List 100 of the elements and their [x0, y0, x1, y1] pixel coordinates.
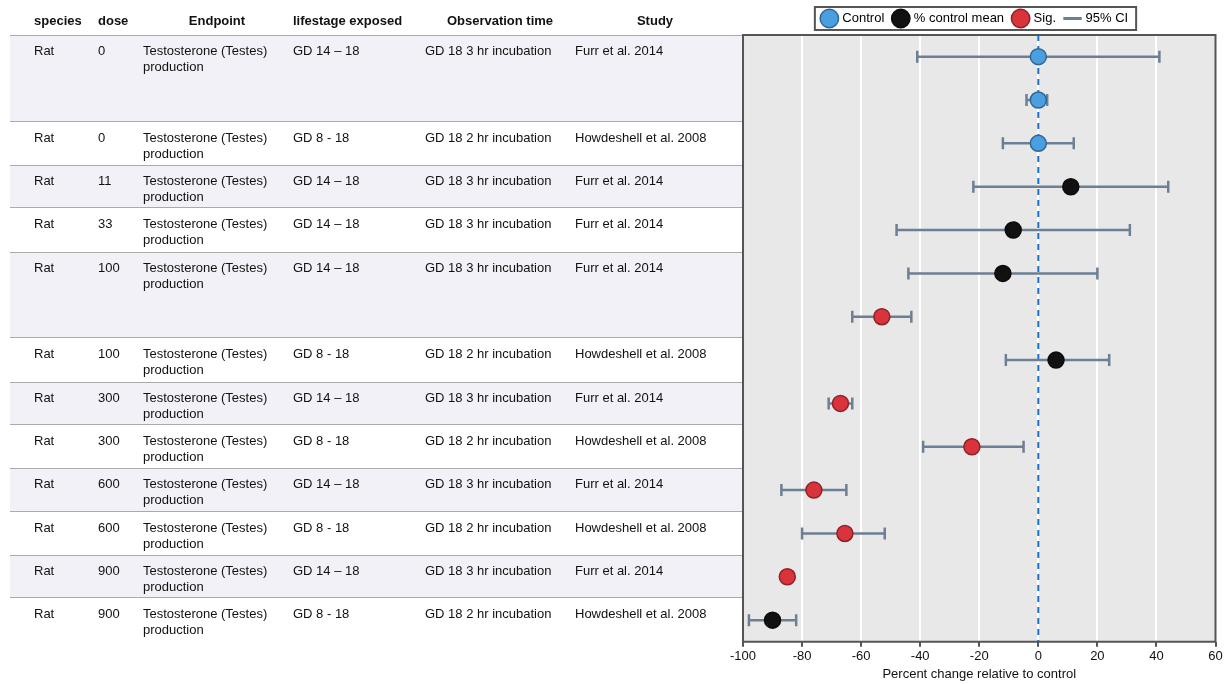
text: Testosterone (Testes) production: [143, 346, 269, 379]
text: 900: [98, 606, 121, 623]
text: 100: [98, 346, 121, 363]
point: [831, 394, 850, 413]
text: GD 14 – 18: [293, 259, 361, 276]
x-tick-label: -20: [969, 648, 989, 664]
text: Furr et al. 2014: [575, 389, 665, 406]
text: Testosterone (Testes) production: [143, 259, 269, 292]
text: Testosterone (Testes) production: [143, 173, 269, 206]
point: [1062, 177, 1080, 196]
text: GD 18 3 hr incubation: [425, 259, 553, 276]
point: [1029, 91, 1048, 109]
text: 95% CI: [1085, 10, 1129, 26]
legend-label: % control mean: [913, 10, 1005, 26]
text: Furr et al. 2014: [575, 173, 665, 190]
text: Testosterone (Testes) production: [143, 389, 269, 422]
text: GD 14 – 18: [293, 563, 361, 580]
text: Testosterone (Testes) production: [143, 43, 269, 75]
text: GD 8 - 18: [293, 606, 351, 623]
text: Furr et al. 2014: [575, 216, 665, 233]
point: [1029, 134, 1048, 153]
x-tick-label: 60: [1208, 648, 1223, 664]
x-tick-label: -80: [792, 648, 812, 664]
text: GD 18 3 hr incubation: [425, 389, 553, 406]
text: Observation time: [445, 13, 555, 29]
text: Furr et al. 2014: [575, 43, 665, 59]
point: [963, 438, 981, 456]
text: GD 18 3 hr incubation: [425, 563, 553, 580]
text: GD 14 – 18: [293, 173, 361, 190]
text: Testosterone (Testes) production: [143, 129, 269, 162]
point: [994, 264, 1012, 283]
point: [763, 611, 782, 629]
x-tick-label: -40: [910, 648, 930, 664]
x-tick-label: 0: [1034, 648, 1042, 664]
text: GD 18 2 hr incubation: [425, 129, 553, 146]
text: GD 8 - 18: [293, 433, 351, 450]
text: Furr et al. 2014: [575, 563, 665, 580]
text: Rat: [34, 563, 56, 580]
x-tick-label: 20: [1090, 648, 1105, 664]
text: GD 18 3 hr incubation: [425, 476, 553, 493]
text: species: [34, 13, 82, 29]
text: Testosterone (Testes) production: [143, 563, 269, 596]
point: [805, 481, 823, 499]
text: Testosterone (Testes) production: [143, 476, 269, 509]
text: 900: [98, 563, 121, 580]
text: 300: [98, 433, 121, 450]
text: lifestage exposed: [293, 13, 403, 29]
text: Rat: [34, 389, 56, 406]
point: [1029, 47, 1048, 66]
text: Howdeshell et al. 2008: [575, 519, 708, 536]
x-tick-label: -60: [851, 648, 871, 664]
point: [1047, 351, 1065, 369]
x-axis-title: Percent change relative to control: [882, 665, 1077, 681]
text: 0: [98, 129, 107, 146]
text: Howdeshell et al. 2008: [575, 129, 708, 146]
text: Rat: [34, 129, 56, 146]
text: GD 8 - 18: [293, 346, 351, 363]
text: Howdeshell et al. 2008: [575, 433, 708, 450]
point: [873, 307, 891, 326]
text: Testosterone (Testes) production: [143, 216, 269, 249]
text: Rat: [34, 606, 56, 623]
text: 100: [98, 259, 121, 276]
text: Howdeshell et al. 2008: [575, 346, 708, 363]
point: [1004, 221, 1022, 239]
legend-label: Sig.: [1033, 10, 1056, 26]
text: GD 14 – 18: [293, 43, 361, 59]
legend-label: Control: [842, 10, 885, 26]
text: Testosterone (Testes) production: [143, 519, 269, 552]
x-tick-label: -100: [729, 648, 757, 664]
text: dose: [98, 13, 129, 29]
text: Furr et al. 2014: [575, 476, 665, 493]
text: 0: [98, 43, 107, 59]
text: Testosterone (Testes) production: [143, 433, 269, 466]
text: GD 14 – 18: [293, 476, 361, 493]
text: GD 18 2 hr incubation: [425, 346, 553, 363]
text: Rat: [34, 346, 56, 363]
point: [836, 524, 854, 543]
text: GD 8 - 18: [293, 519, 351, 536]
text: Furr et al. 2014: [575, 259, 665, 276]
text: GD 18 2 hr incubation: [425, 519, 553, 536]
text: 33: [98, 216, 114, 233]
text: 11: [98, 173, 113, 190]
point: [778, 568, 797, 586]
text: Study: [635, 13, 675, 29]
x-tick-label: 40: [1149, 648, 1164, 664]
text: Rat: [34, 433, 56, 450]
text: GD 18 2 hr incubation: [425, 606, 553, 623]
text: GD 18 3 hr incubation: [425, 173, 553, 190]
text: GD 18 2 hr incubation: [425, 433, 553, 450]
text: GD 14 – 18: [293, 389, 361, 406]
text: GD 18 3 hr incubation: [425, 216, 553, 233]
text: Rat: [34, 43, 56, 59]
text: Endpoint: [187, 13, 247, 29]
text: GD 14 – 18: [293, 216, 361, 233]
text: GD 18 3 hr incubation: [425, 43, 553, 59]
text: Rat: [34, 476, 56, 493]
text: 300: [98, 389, 121, 406]
text: Rat: [34, 519, 56, 536]
text: Howdeshell et al. 2008: [575, 606, 708, 623]
text: Rat: [34, 216, 56, 233]
